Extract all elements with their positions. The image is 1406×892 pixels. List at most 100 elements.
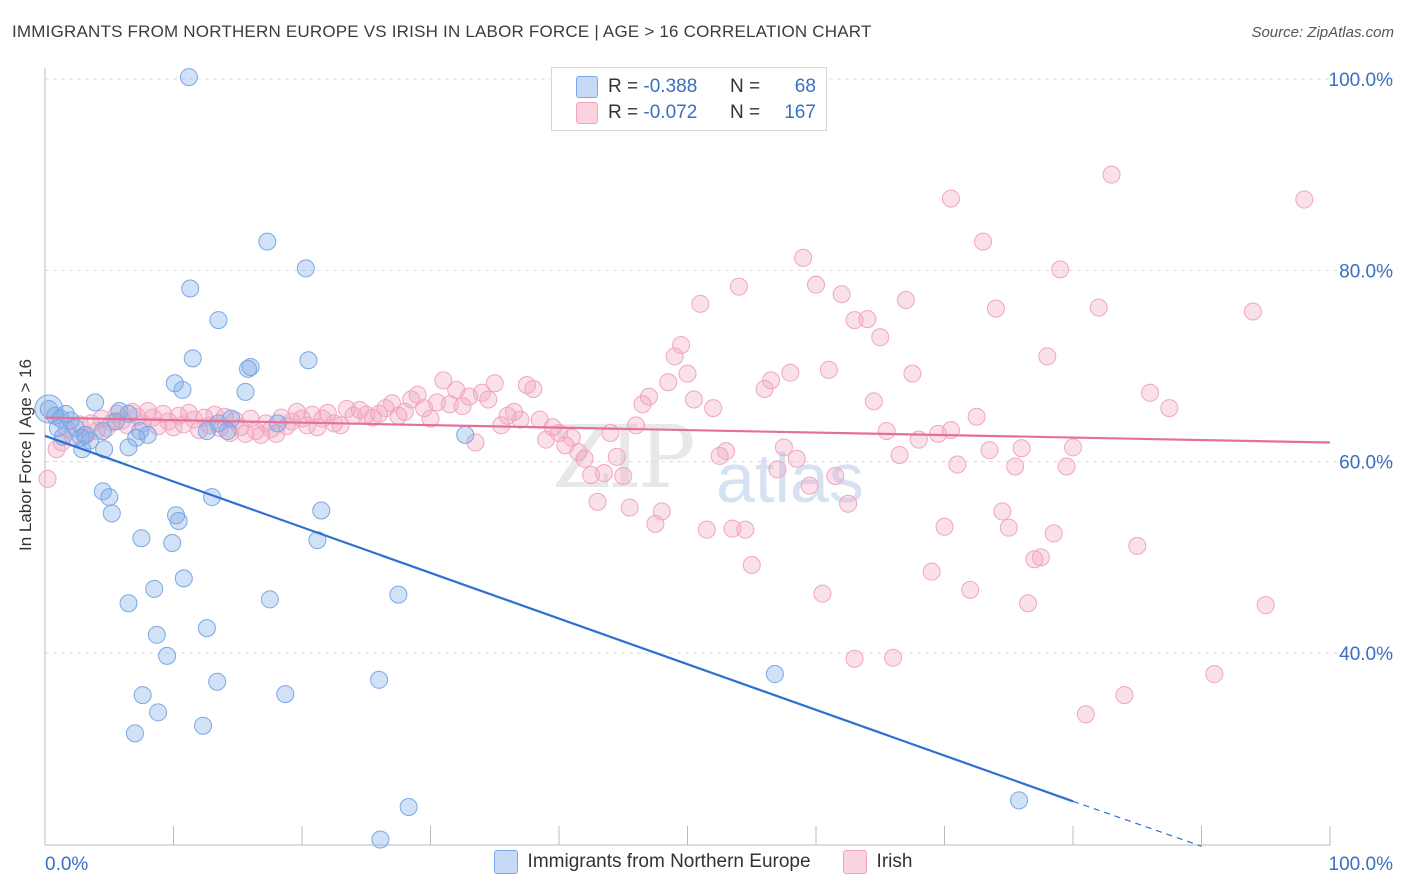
point-irish <box>819 360 838 379</box>
point-irish <box>723 519 742 538</box>
bottom-legend-swatch-blue <box>493 850 518 874</box>
point-northern-europe <box>371 830 390 849</box>
point-irish <box>781 363 800 382</box>
legend-n-value: 167 <box>784 102 816 123</box>
point-irish <box>980 441 999 460</box>
point-irish <box>472 383 491 402</box>
point-irish <box>143 408 162 427</box>
point-irish <box>864 392 883 411</box>
point-northern-europe <box>1010 791 1029 810</box>
point-northern-europe <box>147 625 166 644</box>
point-northern-europe <box>296 259 315 278</box>
point-irish <box>691 294 710 313</box>
point-irish <box>337 400 356 419</box>
point-northern-europe <box>209 311 228 330</box>
point-irish <box>511 410 530 429</box>
point-irish <box>948 455 967 474</box>
point-irish <box>1115 686 1134 705</box>
point-northern-europe <box>268 414 287 433</box>
point-northern-europe <box>276 685 295 704</box>
bottom-legend-swatch-pink <box>842 850 867 874</box>
point-irish <box>1205 665 1224 684</box>
point-irish <box>652 502 671 521</box>
point-northern-europe <box>86 393 105 412</box>
point-irish <box>524 379 543 398</box>
point-irish <box>986 299 1005 318</box>
point-irish <box>607 447 626 466</box>
point-northern-europe <box>399 798 418 817</box>
point-irish <box>896 290 915 309</box>
point-irish <box>845 649 864 668</box>
point-irish <box>1012 439 1031 458</box>
legend-n-label: N = <box>729 76 761 97</box>
point-northern-europe <box>197 619 216 638</box>
point-irish <box>858 310 877 329</box>
point-northern-europe <box>181 279 200 298</box>
point-irish <box>1141 383 1160 402</box>
point-northern-europe <box>102 504 121 523</box>
legend-n-value: 68 <box>794 76 816 97</box>
point-irish <box>903 364 922 383</box>
y-tick-label: 60.0% <box>1339 453 1393 474</box>
point-irish <box>742 555 761 574</box>
point-northern-europe <box>125 724 144 743</box>
legend-box: R = -0.388 N = 68 R = -0.072 N = 167 <box>551 67 827 131</box>
y-tick-label: 80.0% <box>1339 261 1393 282</box>
point-northern-europe <box>119 404 138 423</box>
point-irish <box>839 494 858 513</box>
point-northern-europe <box>138 425 157 444</box>
trendline-northern-europe <box>44 434 1074 803</box>
y-tick-label: 100.0% <box>1329 70 1394 91</box>
trendline-irish <box>44 416 1331 444</box>
point-northern-europe <box>194 716 213 735</box>
point-irish <box>729 277 748 296</box>
point-northern-europe <box>34 394 64 424</box>
point-irish <box>588 492 607 511</box>
point-northern-europe <box>127 428 146 447</box>
point-irish <box>164 418 183 437</box>
point-northern-europe <box>100 488 119 507</box>
point-irish <box>38 469 57 488</box>
point-irish <box>845 311 864 330</box>
point-irish <box>614 467 633 486</box>
point-irish <box>1044 524 1063 543</box>
point-northern-europe <box>179 68 198 87</box>
point-northern-europe <box>165 374 184 393</box>
point-northern-europe <box>312 501 331 520</box>
point-irish <box>672 335 691 354</box>
point-irish <box>1295 190 1314 209</box>
point-irish <box>569 443 588 462</box>
point-irish <box>1057 457 1076 476</box>
point-irish <box>961 580 980 599</box>
source-label: Source: ZipAtlas.com <box>1251 24 1394 41</box>
point-irish <box>575 449 594 468</box>
point-northern-europe <box>119 594 138 613</box>
point-irish <box>787 449 806 468</box>
point-northern-europe <box>299 351 318 370</box>
point-irish <box>159 412 178 431</box>
point-northern-europe <box>149 703 168 722</box>
point-irish <box>922 562 941 581</box>
point-northern-europe <box>75 425 94 444</box>
point-northern-europe <box>173 380 192 399</box>
point-northern-europe <box>236 382 255 401</box>
point-northern-europe <box>163 533 182 552</box>
point-irish <box>601 423 620 442</box>
legend-r-value: -0.072 <box>643 102 698 123</box>
point-irish <box>466 433 485 452</box>
point-northern-europe <box>239 359 258 378</box>
bottom-legend-item-series1: Immigrants from Northern Europe <box>493 850 811 874</box>
point-northern-europe <box>183 349 202 368</box>
point-irish <box>774 438 793 457</box>
point-northern-europe <box>456 425 475 444</box>
point-irish <box>736 520 755 539</box>
point-irish <box>505 402 524 421</box>
point-irish <box>633 395 652 414</box>
point-irish <box>1128 536 1147 555</box>
point-irish <box>800 476 819 495</box>
point-irish <box>935 517 954 536</box>
bottom-legend-label: Immigrants from Northern Europe <box>527 851 811 872</box>
x-tick-label: 100.0% <box>1329 854 1394 875</box>
point-irish <box>620 498 639 517</box>
